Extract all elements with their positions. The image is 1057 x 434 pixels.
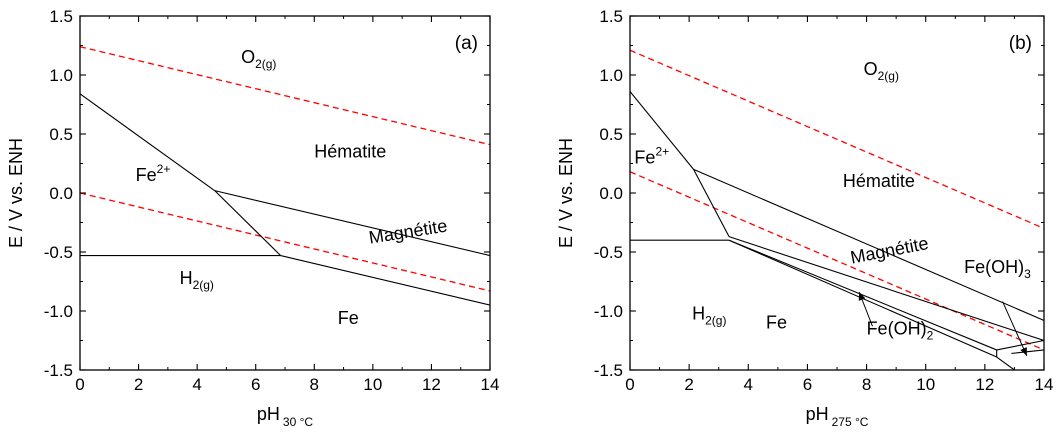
phase-boundary-line: [728, 236, 1044, 342]
x-tick-label: 2: [684, 375, 693, 394]
arrow-head: [1020, 347, 1027, 356]
x-tick-label: 2: [134, 375, 143, 394]
water-stability-dashed-line: [80, 46, 490, 146]
region-label: O2(g): [864, 59, 899, 83]
x-tick-label: 10: [363, 375, 382, 394]
region-label: O2(g): [241, 47, 276, 71]
plot-frame: [79, 15, 491, 371]
x-tick-label: 0: [625, 375, 634, 394]
water-stability-dashed-line: [80, 192, 490, 292]
plot-area: [630, 49, 1044, 370]
y-tick-label: -0.5: [594, 243, 623, 262]
region-label: Fe: [338, 308, 359, 328]
y-tick-label: -0.5: [44, 243, 73, 262]
region-label: Hématite: [843, 171, 915, 191]
y-tick-label: -1.5: [594, 361, 623, 380]
x-tick-label: 0: [75, 375, 84, 394]
region-label: H2(g): [180, 268, 214, 292]
y-tick-label: 0.5: [49, 125, 73, 144]
x-tick-label: 8: [310, 375, 319, 394]
x-tick-label: 4: [192, 375, 201, 394]
x-tick-label: 14: [481, 375, 500, 394]
y-tick-label: 1.5: [49, 7, 73, 26]
region-label: Fe(OH)3: [964, 257, 1031, 281]
x-tick-label: 10: [916, 375, 935, 394]
phase-boundary-line: [693, 169, 730, 237]
phase-boundary-line: [996, 356, 1015, 370]
arrow-head: [858, 292, 866, 301]
y-tick-label: 0.0: [599, 184, 623, 203]
phase-boundary-line: [80, 93, 216, 192]
x-tick-label: 14: [1035, 375, 1054, 394]
y-tick-label: -1.0: [44, 302, 73, 321]
x-tick-label: 4: [744, 375, 753, 394]
region-label: Fe2+: [634, 145, 669, 168]
panel-label: (b): [1009, 33, 1032, 54]
x-tick-label: 8: [862, 375, 871, 394]
water-stability-dashed-line: [630, 171, 1044, 351]
y-tick-label: 1.5: [599, 7, 623, 26]
phase-boundary-line: [630, 91, 695, 170]
y-axis-title: E / V vs. ENH: [6, 138, 26, 248]
phase-boundary-line: [728, 239, 997, 351]
x-tick-label: 12: [422, 375, 441, 394]
annotation-arrow: [1002, 301, 1028, 357]
water-stability-dashed-line: [630, 49, 1044, 229]
phase-boundary-line: [996, 339, 1044, 351]
x-tick-label: 12: [975, 375, 994, 394]
pourbaix-panel-a: 0 2 4 6 8 10 12 14 1.5 1.0 0.5 0.0 -0.5 -1.0 -1.5 pH 30 …: [6, 7, 499, 429]
region-label: Magnétite: [849, 233, 930, 268]
region-label: Fe: [766, 313, 787, 333]
region-label: Fe2+: [136, 162, 171, 185]
phase-boundary-line: [214, 190, 281, 256]
x-axis-title: pH 30 °C: [257, 404, 313, 429]
y-tick-label: -1.0: [594, 302, 623, 321]
y-tick-label: 0.5: [599, 125, 623, 144]
region-label: Fe(OH)2: [867, 319, 934, 343]
y-axis-title: E / V vs. ENH: [556, 138, 576, 248]
phase-boundary-line: [214, 190, 490, 257]
y-tick-label: 1.0: [599, 66, 623, 85]
pourbaix-panel-b: 0 2 4 6 8 10 12 14 1.5 1.0 0.5 0.0 -0.5 -1.0 -1.5 pH 275…: [556, 7, 1053, 429]
x-tick-label: 6: [803, 375, 812, 394]
phase-boundary-line: [693, 168, 1044, 321]
y-tick-label: 1.0: [49, 66, 73, 85]
y-tick-label: -1.5: [44, 361, 73, 380]
panel-label: (a): [455, 33, 478, 54]
x-tick-label: 6: [251, 375, 260, 394]
y-tick-label: 0.0: [49, 184, 73, 203]
x-axis-title: pH 275 °C: [806, 404, 869, 429]
region-label: H2(g): [692, 303, 726, 327]
region-label: Hématite: [314, 142, 386, 162]
phase-boundary-line: [280, 255, 490, 306]
phase-boundary-line: [1011, 349, 1044, 355]
plot-area: [80, 46, 490, 306]
